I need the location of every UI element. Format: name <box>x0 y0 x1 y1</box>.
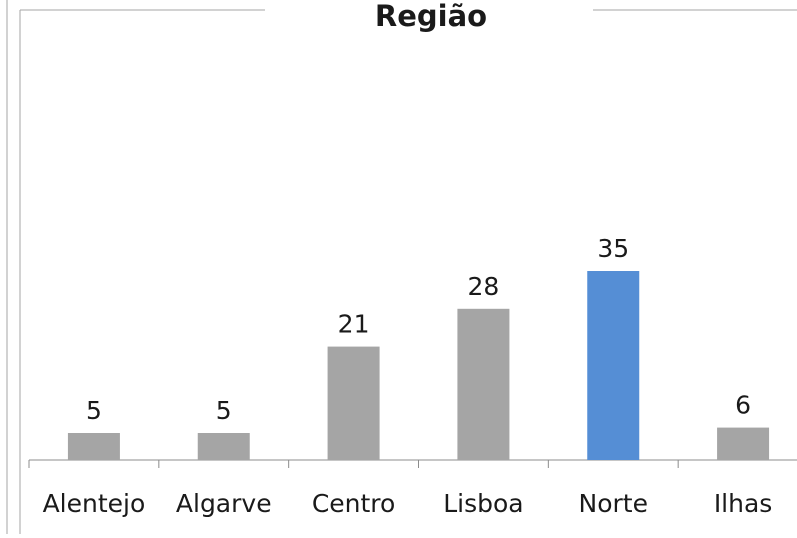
category-label-centro: Centro <box>312 489 396 518</box>
value-labels-group: 5 5 21 28 35 6 <box>86 234 751 425</box>
bar-norte <box>587 271 640 460</box>
x-axis-ticks <box>28 460 679 468</box>
value-label-algarve: 5 <box>216 396 232 425</box>
value-label-ilhas: 6 <box>735 391 751 420</box>
value-label-centro: 21 <box>338 310 370 339</box>
bar-lisboa <box>457 308 510 460</box>
bar-alentejo <box>67 433 120 460</box>
category-label-lisboa: Lisboa <box>443 489 523 518</box>
category-label-algarve: Algarve <box>176 489 272 518</box>
value-label-lisboa: 28 <box>468 272 500 301</box>
value-label-norte: 35 <box>597 234 629 263</box>
value-label-alentejo: 5 <box>86 396 102 425</box>
bar-ilhas <box>717 427 770 460</box>
bar-algarve <box>197 433 250 460</box>
bars-group <box>67 271 770 460</box>
category-label-norte: Norte <box>579 489 648 518</box>
chart-title: Região <box>375 0 487 33</box>
bar-centro <box>327 346 380 460</box>
category-label-ilhas: Ilhas <box>714 489 773 518</box>
category-labels-group: Alentejo Algarve Centro Lisboa Norte Ilhas <box>43 489 773 518</box>
category-label-alentejo: Alentejo <box>43 489 146 518</box>
